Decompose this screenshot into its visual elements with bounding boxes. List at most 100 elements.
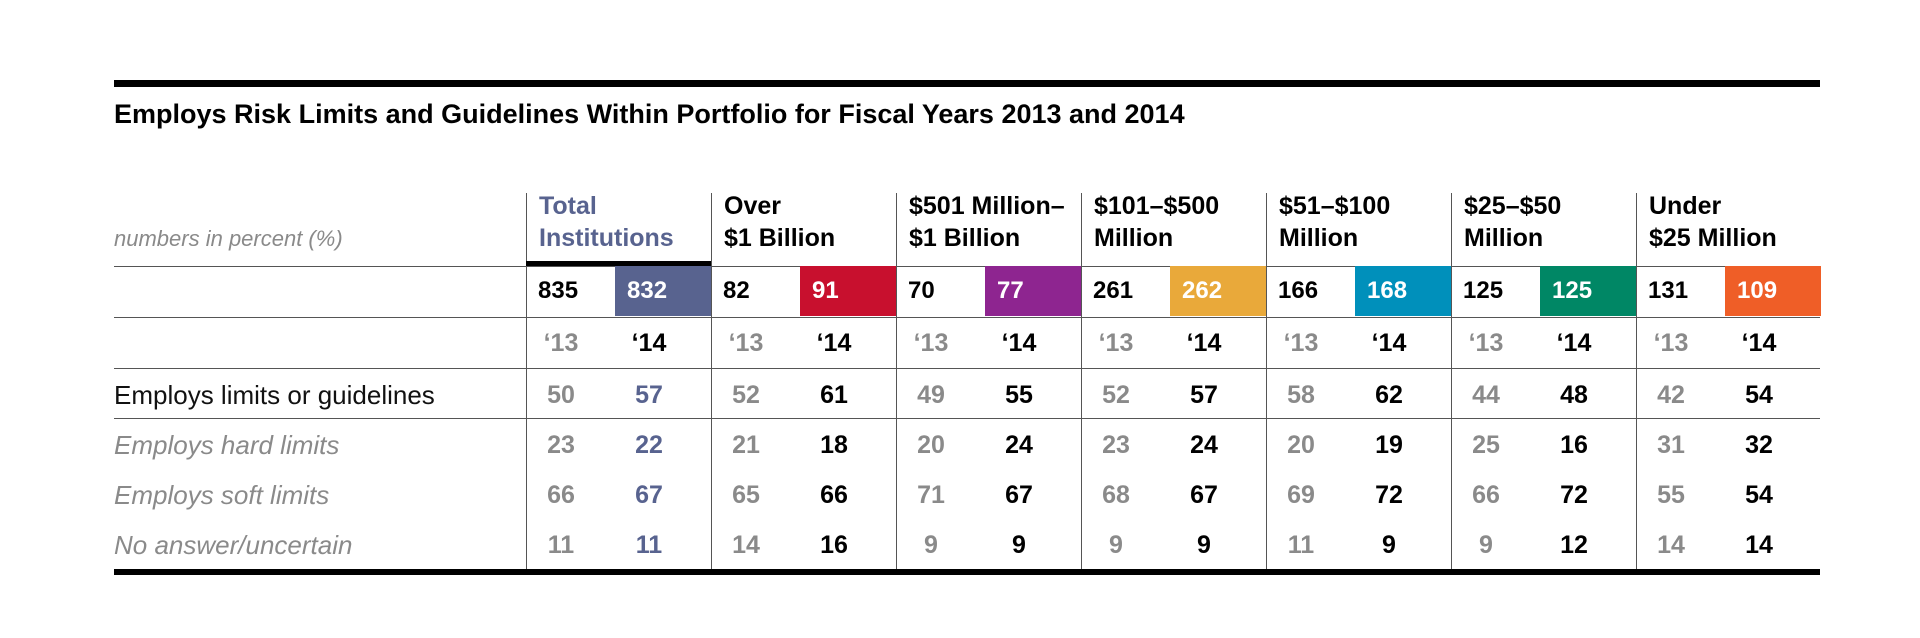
group-header-line: Million: [1464, 224, 1544, 252]
row-label: Employs soft limits: [114, 480, 330, 510]
value-2014: 72: [1560, 481, 1588, 509]
year-label-2013: ‘13: [543, 329, 579, 357]
value-2014: 48: [1560, 381, 1588, 409]
value-2014: 22: [635, 431, 663, 459]
value-2013: 9: [924, 531, 938, 559]
year-label-2014: ‘14: [1371, 329, 1407, 357]
group-header-line: Over: [724, 192, 781, 220]
year-label-2013: ‘13: [1468, 329, 1504, 357]
sample-size-2014-badge: 262: [1170, 266, 1266, 316]
value-2013: 23: [547, 431, 575, 459]
value-2014: 14: [1745, 531, 1773, 559]
year-label-2014: ‘14: [631, 329, 667, 357]
value-2014: 62: [1375, 381, 1403, 409]
units-note: numbers in percent (%): [114, 226, 343, 251]
column-divider: [1081, 193, 1082, 573]
sample-size-2014-badge: 168: [1355, 266, 1451, 316]
group-header: Total Institutions: [539, 190, 719, 254]
value-2013: 68: [1102, 481, 1130, 509]
column-divider: [711, 193, 712, 573]
value-2014: 66: [820, 481, 848, 509]
value-2014: 9: [1012, 531, 1026, 559]
value-2013: 9: [1109, 531, 1123, 559]
sample-size-2013: 835: [538, 277, 579, 304]
value-2013: 55: [1657, 481, 1685, 509]
group-header-line: Institutions: [539, 224, 674, 252]
value-2013: 52: [1102, 381, 1130, 409]
year-label-2014: ‘14: [816, 329, 852, 357]
top-rule: [114, 80, 1820, 87]
bottom-rule: [114, 569, 1820, 575]
value-2013: 11: [547, 531, 575, 559]
group-header: $25–$50 Million: [1464, 190, 1644, 254]
sample-size-2013: 125: [1463, 277, 1504, 304]
group-header: Under $25 Million: [1649, 190, 1829, 254]
year-label-2013: ‘13: [1098, 329, 1134, 357]
row-label: Employs hard limits: [114, 430, 340, 460]
sample-size-2014-badge: 77: [985, 266, 1081, 316]
chart-title: Employs Risk Limits and Guidelines Withi…: [114, 99, 1185, 129]
value-2014: 16: [820, 531, 848, 559]
value-2013: 14: [1657, 531, 1685, 559]
value-2013: 66: [547, 481, 575, 509]
value-2014: 57: [1190, 381, 1218, 409]
group-header-line: Total: [539, 192, 597, 220]
value-2013: 50: [547, 381, 575, 409]
group-header-line: $501 Million–: [909, 192, 1065, 220]
value-2013: 52: [732, 381, 760, 409]
row-label: No answer/uncertain: [114, 530, 353, 560]
value-2014: 54: [1745, 381, 1773, 409]
value-2013: 58: [1287, 381, 1315, 409]
row-divider: [114, 368, 1820, 369]
column-divider: [1451, 193, 1452, 573]
row-divider: [114, 418, 1820, 419]
sample-size-2013: 166: [1278, 277, 1319, 304]
sample-size-2014-badge: 125: [1540, 266, 1636, 316]
value-2013: 11: [1287, 531, 1315, 559]
value-2013: 31: [1657, 431, 1685, 459]
value-2014: 24: [1190, 431, 1218, 459]
value-2014: 61: [820, 381, 848, 409]
group-header-line: Million: [1279, 224, 1359, 252]
value-2013: 21: [732, 431, 760, 459]
column-divider: [526, 193, 527, 573]
group-header-line: $51–$100: [1279, 192, 1391, 220]
value-2013: 20: [1287, 431, 1315, 459]
value-2014: 55: [1005, 381, 1033, 409]
year-label-2014: ‘14: [1741, 329, 1777, 357]
value-2013: 65: [732, 481, 760, 509]
value-2013: 20: [917, 431, 945, 459]
value-2013: 25: [1472, 431, 1500, 459]
value-2013: 42: [1657, 381, 1685, 409]
value-2014: 67: [635, 481, 663, 509]
group-header-line: $101–$500: [1094, 192, 1220, 220]
sample-size-2014-badge: 91: [800, 266, 896, 316]
group-header-line: $1 Billion: [724, 224, 836, 252]
value-2014: 24: [1005, 431, 1033, 459]
column-divider: [1636, 193, 1637, 573]
group-header: $501 Million– $1 Billion: [909, 190, 1089, 254]
group-header-line: Under: [1649, 192, 1722, 220]
sample-size-2013: 261: [1093, 277, 1134, 304]
value-2014: 57: [635, 381, 663, 409]
value-2014: 19: [1375, 431, 1403, 459]
value-2013: 69: [1287, 481, 1315, 509]
year-label-2014: ‘14: [1001, 329, 1037, 357]
value-2013: 14: [732, 531, 760, 559]
group-header-line: $25 Million: [1649, 224, 1777, 252]
column-divider: [1266, 193, 1267, 573]
value-2013: 49: [917, 381, 945, 409]
value-2014: 9: [1382, 531, 1396, 559]
value-2014: 18: [820, 431, 848, 459]
value-2014: 67: [1190, 481, 1218, 509]
year-label-2013: ‘13: [913, 329, 949, 357]
year-label-2013: ‘13: [1283, 329, 1319, 357]
group-header: Over $1 Billion: [724, 190, 904, 254]
value-2013: 9: [1479, 531, 1493, 559]
group-header-line: $25–$50: [1464, 192, 1562, 220]
value-2013: 66: [1472, 481, 1500, 509]
value-2013: 44: [1472, 381, 1500, 409]
sample-size-2013: 70: [908, 277, 935, 304]
value-2014: 72: [1375, 481, 1403, 509]
value-2014: 32: [1745, 431, 1773, 459]
